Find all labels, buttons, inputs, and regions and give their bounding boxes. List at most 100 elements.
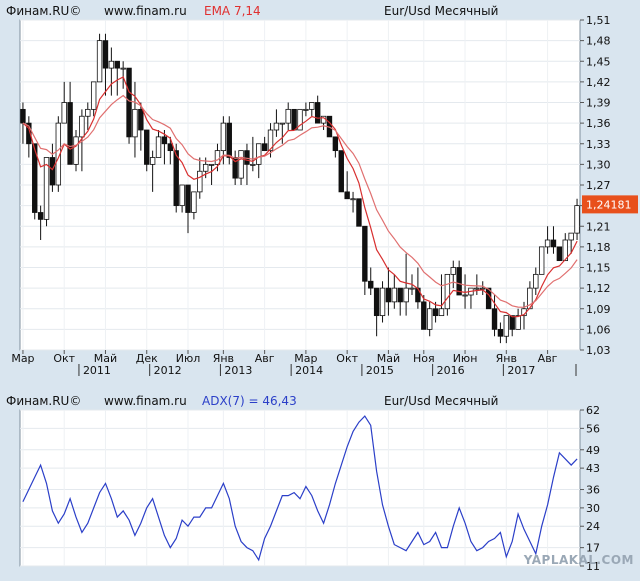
price-x-tick-label: Дек (136, 352, 158, 365)
candle-up (515, 315, 521, 330)
watermark: YAPLAKAL.COM (523, 553, 634, 567)
adx-site-label[interactable]: www.finam.ru (104, 394, 187, 408)
candle-up (379, 287, 386, 317)
candle-down (232, 157, 238, 179)
candle-up (202, 163, 209, 172)
price-chart: 1,51 1,48 1,45 1,42 1,39 1,36 1,33 1,30 1,27 1,24… (11, 14, 638, 377)
price-year-label: 2015 (366, 364, 394, 377)
price-y-tick-label: 1,09 (586, 303, 611, 316)
candle-up (149, 157, 156, 165)
price-y-tick-label: 1,21 (586, 220, 611, 233)
candle-down (491, 308, 498, 330)
candle-down (356, 198, 362, 227)
adx-y-tick-label: 24 (586, 520, 600, 533)
price-x-tick-label: Янв (213, 352, 234, 365)
last-price-label: 1,24181 (586, 198, 632, 211)
last-price-badge (582, 195, 638, 214)
price-year-label: 2012 (154, 364, 182, 377)
candle-up (438, 308, 445, 317)
candle-up (574, 205, 580, 234)
candle-down (509, 315, 515, 330)
adx-y-tick-label: 36 (586, 484, 600, 497)
candle-up (303, 108, 309, 111)
adx-y-tick-label: 17 (586, 542, 600, 555)
adx-panel-header: Финам.RU© www.finam.ru ADX(7) = 46,43 Eu… (0, 390, 640, 410)
candle-up (208, 163, 215, 166)
price-year-label: 2013 (224, 364, 252, 377)
candle-up (450, 267, 456, 275)
price-instrument-label: Eur/Usd Месячный (384, 4, 499, 18)
candle-down (338, 150, 344, 193)
price-x-tick-label: Авг (255, 352, 275, 365)
adx-source-label: Финам.RU© (6, 394, 82, 408)
price-x-tick-label: Июн (453, 352, 478, 365)
candle-down (49, 157, 56, 186)
adx-y-tick-label: 43 (586, 462, 600, 475)
candle-up (220, 122, 227, 152)
price-year-label: 2014 (295, 364, 323, 377)
candle-up (155, 136, 162, 158)
ema-14-line (22, 94, 578, 308)
candle-down (291, 108, 297, 131)
candle-up (96, 40, 103, 83)
candle-up (562, 239, 568, 262)
price-y-tick-label: 1,18 (586, 241, 611, 254)
candle-down (497, 328, 504, 337)
price-y-tick-label: 1,48 (586, 35, 611, 48)
candle-down (138, 108, 144, 131)
price-year-label: 2017 (507, 364, 535, 377)
candle-down (362, 225, 368, 282)
price-x-tick-label: Июл (176, 352, 201, 365)
candle-up (279, 122, 286, 125)
candle-up (538, 246, 545, 275)
candle-down (456, 267, 462, 296)
candle-down (368, 280, 374, 289)
price-y-tick-label: 1,30 (586, 158, 611, 171)
price-y-tick-label: 1,36 (586, 117, 611, 130)
candle-down (432, 308, 439, 317)
price-x-tick-label: Май (377, 352, 400, 365)
candle-up (503, 315, 510, 337)
candle-up (568, 232, 574, 241)
candle-down (421, 301, 427, 330)
price-y-tick-label: 1,39 (586, 97, 611, 110)
candle-up (444, 273, 451, 310)
price-y-tick-label: 1,15 (586, 262, 611, 275)
candle-down (261, 143, 268, 152)
price-site-label[interactable]: www.finam.ru (104, 4, 187, 18)
candle-down (26, 122, 32, 145)
candle-up (197, 170, 203, 193)
adx-chart: 62 56 49 43 36 30 24 17 11 (19, 404, 600, 573)
candle-up (544, 239, 551, 248)
candle-up (120, 67, 126, 70)
price-indicator-label: EMA 7,14 (204, 4, 261, 18)
price-y-tick-label: 1,27 (586, 179, 611, 192)
candle-down (415, 287, 421, 303)
candle-down (385, 287, 392, 303)
candle-up (90, 81, 97, 110)
candle-up (350, 198, 356, 201)
candle-down (550, 239, 557, 248)
candle-up (238, 150, 244, 179)
adx-y-tick-label: 30 (586, 502, 600, 515)
price-x-tick-label: Янв (496, 352, 517, 365)
price-y-tick-label: 1,12 (586, 282, 611, 295)
price-x-tick-label: Май (94, 352, 117, 365)
price-x-tick-label: Окт (336, 352, 358, 365)
candle-up (61, 102, 67, 124)
candle-down (144, 129, 150, 165)
adx-instrument-label: Eur/Usd Месячный (384, 394, 499, 408)
candle-down (67, 102, 73, 165)
price-x-tick-label: Мар (294, 352, 317, 365)
candle-up (179, 184, 185, 207)
price-year-label: 2016 (437, 364, 465, 377)
candle-up (79, 115, 85, 138)
adx-y-tick-label: 56 (586, 422, 600, 435)
candle-down (20, 108, 26, 124)
price-x-tick-label: Окт (53, 352, 75, 365)
candle-up (273, 122, 280, 131)
candle-up (409, 287, 415, 290)
price-source-label: Финам.RU© (6, 4, 82, 18)
candle-down (314, 102, 321, 124)
price-y-tick-label: 1,42 (586, 76, 611, 89)
